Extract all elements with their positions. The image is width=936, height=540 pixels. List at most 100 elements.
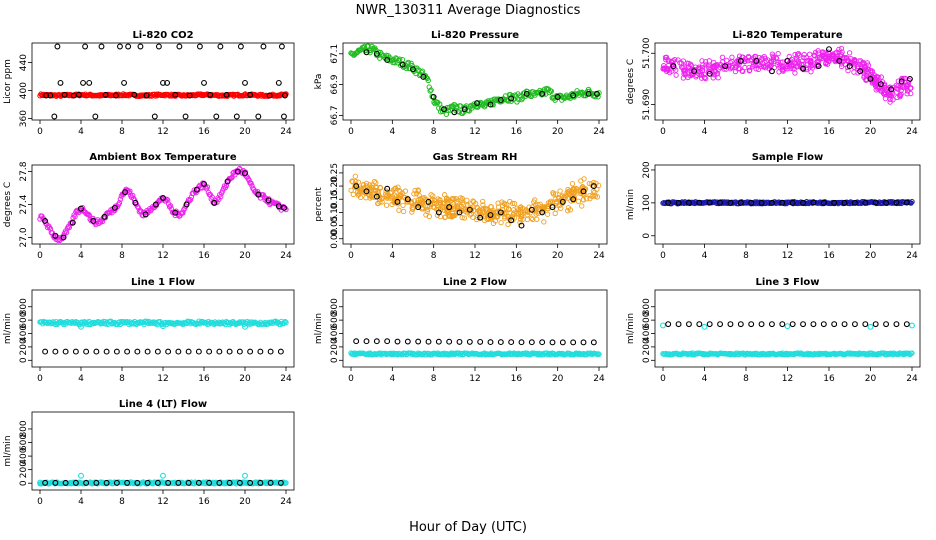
data-point bbox=[696, 65, 702, 72]
data-point bbox=[711, 59, 717, 66]
data-point bbox=[124, 479, 131, 486]
data-point bbox=[863, 63, 869, 70]
x-tick-label: 8 bbox=[119, 497, 125, 507]
y-tick-label: 400 bbox=[19, 447, 29, 464]
data-point bbox=[445, 208, 451, 214]
data-point bbox=[533, 206, 539, 213]
data-point bbox=[125, 43, 132, 50]
data-point bbox=[860, 59, 866, 66]
data-point bbox=[437, 197, 443, 203]
data-point bbox=[350, 191, 357, 198]
series-layer bbox=[660, 321, 915, 358]
data-point bbox=[242, 170, 248, 177]
x-tick-label: 20 bbox=[865, 127, 877, 137]
series-layer bbox=[37, 43, 289, 120]
data-point bbox=[528, 215, 535, 221]
data-point bbox=[480, 198, 486, 205]
data-point bbox=[384, 193, 390, 200]
panel-title: Sample Flow bbox=[752, 152, 824, 163]
y-axis-label: degrees C bbox=[626, 59, 636, 104]
data-point bbox=[283, 319, 289, 326]
data-point bbox=[675, 199, 682, 206]
x-tick-label: 16 bbox=[198, 497, 210, 507]
x-tick-label: 20 bbox=[552, 127, 564, 137]
data-point bbox=[103, 348, 110, 355]
data-point bbox=[112, 92, 119, 99]
data-point bbox=[587, 195, 593, 202]
data-point bbox=[681, 71, 687, 77]
series-1 bbox=[660, 350, 915, 358]
data-point bbox=[223, 91, 230, 98]
data-point bbox=[266, 92, 273, 99]
data-point bbox=[815, 63, 822, 70]
data-point bbox=[909, 322, 915, 329]
data-point bbox=[510, 207, 517, 213]
data-point bbox=[541, 204, 547, 211]
data-point bbox=[42, 348, 49, 355]
data-point bbox=[580, 197, 587, 203]
data-point bbox=[897, 94, 903, 100]
data-point bbox=[722, 63, 729, 70]
x-tick-label: 4 bbox=[389, 251, 395, 261]
data-point bbox=[660, 322, 666, 329]
data-point bbox=[665, 199, 672, 206]
data-point bbox=[727, 199, 734, 206]
data-point bbox=[505, 221, 511, 228]
data-point bbox=[441, 106, 447, 113]
data-point bbox=[459, 214, 465, 221]
data-point bbox=[872, 80, 878, 87]
data-point bbox=[497, 97, 504, 103]
x-tick-label: 4 bbox=[78, 251, 84, 261]
data-point bbox=[282, 92, 288, 99]
data-point bbox=[242, 79, 248, 86]
data-point bbox=[908, 90, 914, 97]
data-point bbox=[113, 479, 120, 486]
y-axis-label: percent bbox=[314, 187, 324, 222]
data-point bbox=[92, 113, 99, 120]
data-point bbox=[705, 63, 711, 69]
data-point bbox=[404, 196, 411, 203]
x-tick-label: 8 bbox=[431, 374, 437, 384]
data-point bbox=[746, 68, 753, 74]
x-tick-label: 8 bbox=[743, 127, 749, 137]
data-point bbox=[700, 62, 706, 68]
data-point bbox=[810, 321, 817, 328]
data-point bbox=[820, 49, 826, 55]
x-tick-label: 0 bbox=[660, 251, 666, 261]
data-point bbox=[377, 199, 383, 205]
data-point bbox=[487, 212, 494, 218]
y-axis-label: ml/min bbox=[626, 189, 636, 220]
x-tick-label: 16 bbox=[823, 127, 835, 137]
data-point bbox=[392, 186, 398, 192]
data-point bbox=[134, 348, 141, 355]
data-point bbox=[165, 479, 172, 486]
data-point bbox=[62, 479, 69, 486]
series-2 bbox=[78, 323, 248, 330]
data-point bbox=[803, 65, 810, 71]
data-point bbox=[155, 43, 162, 50]
x-tick-label: 24 bbox=[593, 127, 605, 137]
y-tick-label: 400 bbox=[19, 325, 29, 342]
data-point bbox=[236, 348, 243, 355]
data-point bbox=[580, 188, 587, 195]
y-tick-label: 27.8 bbox=[19, 161, 29, 181]
data-point bbox=[425, 206, 431, 212]
data-point bbox=[195, 348, 202, 355]
series-layer bbox=[348, 43, 602, 117]
data-point bbox=[83, 479, 90, 486]
data-point bbox=[353, 338, 360, 345]
data-point bbox=[219, 188, 226, 194]
data-point bbox=[748, 321, 755, 328]
y-tick-label: 0.05 bbox=[330, 216, 340, 236]
data-point bbox=[389, 350, 395, 357]
data-point bbox=[451, 109, 458, 116]
data-point bbox=[587, 192, 593, 199]
y-axis-label: ml/min bbox=[3, 435, 13, 466]
data-point bbox=[196, 43, 203, 50]
data-point bbox=[575, 198, 582, 204]
x-tick-label: 12 bbox=[782, 374, 793, 384]
data-point bbox=[410, 66, 416, 73]
data-point bbox=[415, 338, 422, 345]
